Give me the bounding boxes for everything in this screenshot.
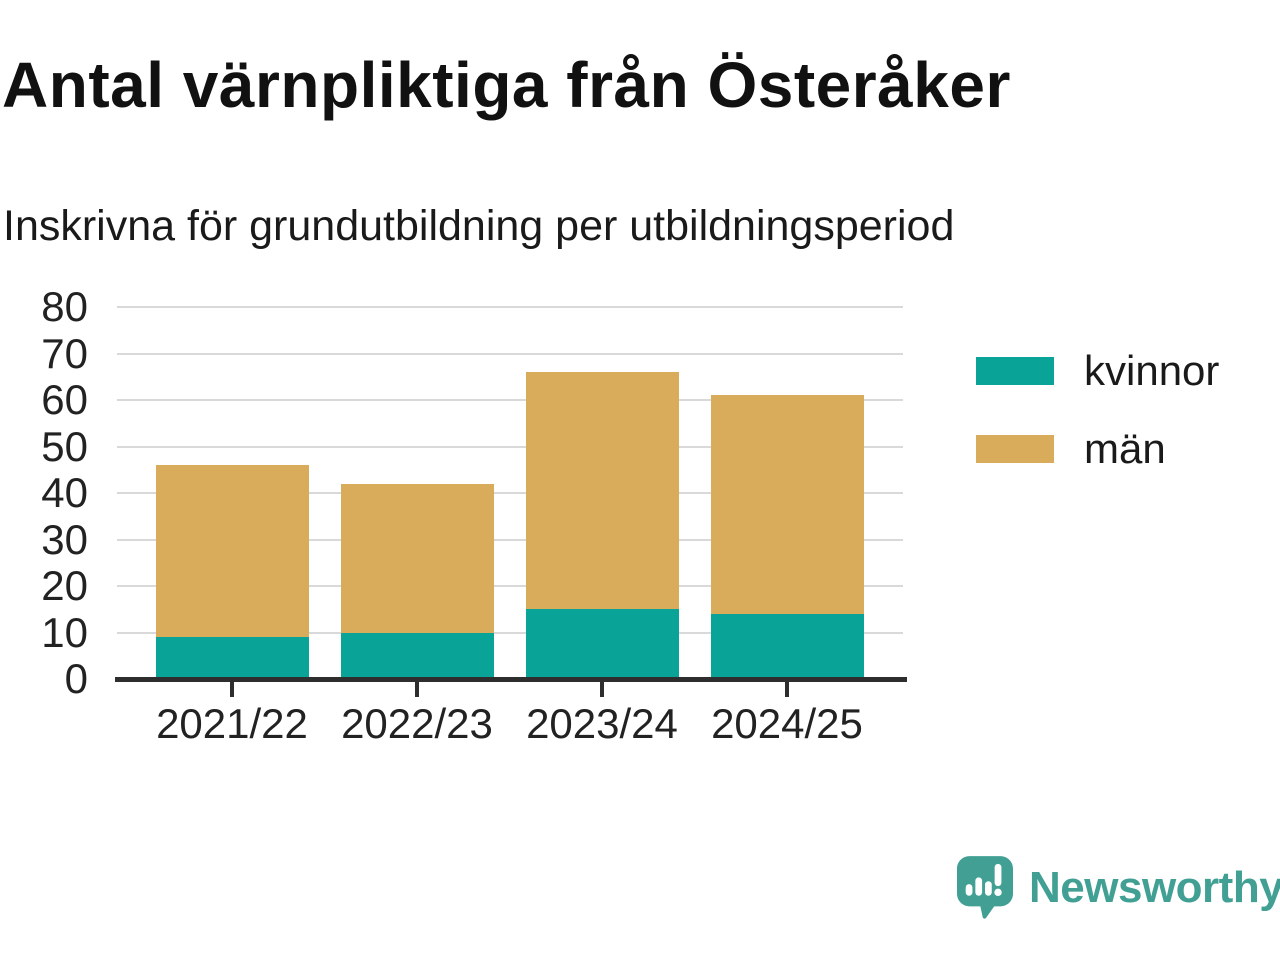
y-axis-tick-label-0: 0 <box>64 655 88 702</box>
y-axis-tick-label-10: 10 <box>41 608 88 656</box>
bar-segment-män-2024/25 <box>710 395 864 614</box>
gridline-y-40 <box>117 492 903 494</box>
plot-area <box>117 306 903 679</box>
legend-label-män: män <box>1084 425 1166 472</box>
chart-subtitle: Inskrivna för grundutbildning per utbild… <box>3 202 955 250</box>
y-axis-tick-label-80: 80 <box>41 283 88 330</box>
gridline-y-70 <box>117 352 903 355</box>
bar-segment-kvinnor-2022/23 <box>340 632 494 679</box>
gridline-y-80 <box>117 306 903 308</box>
bar-chart-speech-bubble-icon <box>957 856 1013 919</box>
legend-item-män: män <box>976 425 1219 473</box>
y-axis-tick-label-40: 40 <box>41 469 88 516</box>
x-axis-tick-label-2022/23: 2022/23 <box>341 700 493 747</box>
bar-segment-män-2022/23 <box>340 483 494 633</box>
y-axis-tick-label-50: 50 <box>41 422 88 470</box>
x-axis-line <box>115 677 907 682</box>
y-axis-tick-label-20: 20 <box>41 562 88 609</box>
y-axis-tick-label-30: 30 <box>41 515 88 563</box>
bar-segment-kvinnor-2021/22 <box>155 637 309 679</box>
bar-segment-kvinnor-2024/25 <box>710 613 864 679</box>
x-axis-tick-2021/22 <box>230 682 234 697</box>
x-axis-tick-label-2024/25: 2024/25 <box>711 700 863 747</box>
x-axis-tick-label-2023/24: 2023/24 <box>526 700 678 747</box>
chart-title: Antal värnpliktiga från Österåker <box>2 49 1011 121</box>
x-axis-tick-label-2021/22: 2021/22 <box>156 700 308 747</box>
gridline-y-30 <box>117 538 903 541</box>
legend-label-kvinnor: kvinnor <box>1084 347 1220 394</box>
y-axis-tick-label-60: 60 <box>41 376 88 423</box>
newsworthy-logo-text: Newsworthy <box>1029 863 1280 912</box>
gridline-y-10 <box>117 631 903 634</box>
bar-segment-män-2023/24 <box>525 372 679 610</box>
legend-item-kvinnor: kvinnor <box>976 347 1219 395</box>
gridline-y-50 <box>117 445 903 448</box>
x-axis-tick-2022/23 <box>415 682 419 697</box>
legend: kvinnor män <box>976 347 1219 503</box>
bar-segment-män-2021/22 <box>155 465 309 638</box>
y-axis-tick-label-70: 70 <box>41 329 88 377</box>
legend-swatch-kvinnor <box>976 357 1054 385</box>
x-axis-tick-2023/24 <box>600 682 604 697</box>
gridline-y-20 <box>117 585 903 587</box>
legend-swatch-män <box>976 435 1054 463</box>
bar-segment-kvinnor-2023/24 <box>525 609 679 679</box>
gridline-y-60 <box>117 399 903 401</box>
x-axis-tick-2024/25 <box>785 682 789 697</box>
newsworthy-branding: Newsworthy <box>957 856 1280 920</box>
